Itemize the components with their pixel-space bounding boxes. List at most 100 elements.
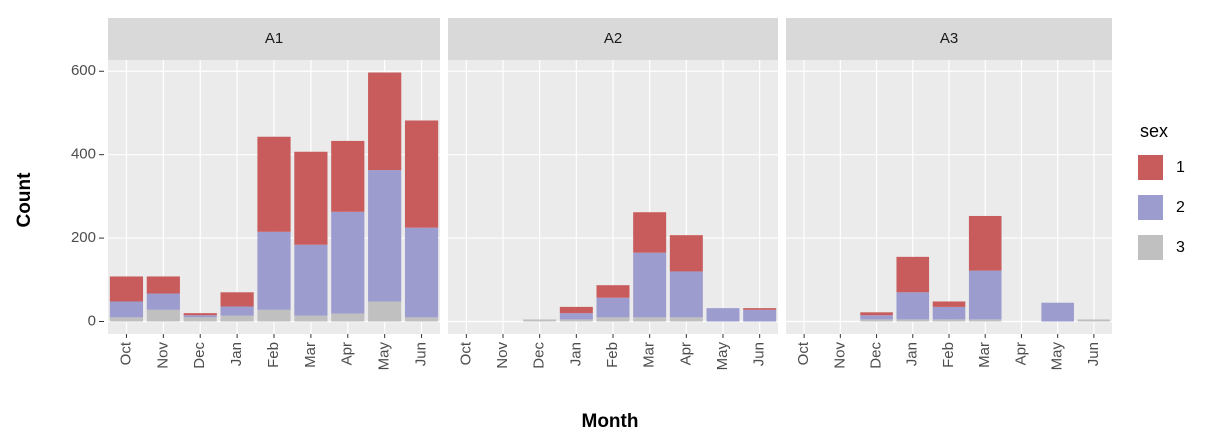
strip [108,18,440,60]
bar-segment [257,231,291,310]
x-tick-label: Feb [604,342,621,368]
x-tick-label: May [376,342,393,371]
x-tick-label: Nov [494,342,511,369]
legend-label: 1 [1176,159,1185,176]
x-tick-label: Dec [868,342,885,369]
x-tick-label: Apr [677,342,694,365]
y-tick-label: 0 [88,312,96,329]
bar-segment [257,309,291,322]
bar-segment [559,306,593,314]
x-tick-label: Jan [904,342,921,366]
bar-segment [633,212,667,253]
bar-segment [368,170,402,302]
bar-segment [109,301,144,318]
bar-segment [294,244,328,316]
bar-segment [559,319,593,322]
x-axis-label: Month [582,411,639,432]
bar-segment [633,252,667,318]
legend-key [1138,155,1163,180]
x-tick-label: Mar [641,342,658,368]
bar-segment [109,276,144,302]
bar-segment [596,317,630,322]
bar-segment [294,151,328,245]
bar-segment [368,72,402,171]
x-tick-label: Feb [265,342,282,368]
bar-segment [896,256,930,293]
bar-segment [932,306,966,320]
strip [786,18,1112,60]
bar-segment [1041,302,1074,322]
x-tick-label: Oct [457,341,474,365]
legend-key [1138,195,1163,220]
bar-segment [860,315,893,320]
bar-segment [220,306,254,316]
x-tick-label: Mar [976,342,993,368]
y-tick-label: 600 [71,62,96,79]
bar-segment [331,140,365,212]
bar-segment [860,319,893,322]
bar-segment [331,211,365,314]
bar-segment [523,319,557,322]
bar-segment [146,309,180,322]
legend-title: sex [1140,121,1168,141]
x-tick-label: Jun [1085,342,1102,366]
bar-segment [968,319,1002,322]
x-tick-label: Jun [413,342,430,366]
x-tick-label: Jan [567,342,584,366]
x-tick-label: Oct [795,341,812,365]
bar-segment [146,293,180,310]
x-tick-label: Feb [940,342,957,368]
bar-segment [932,301,966,307]
bar-segment [860,312,893,316]
x-tick-label: Jun [751,342,768,366]
bar-segment [1077,319,1111,322]
bar-segment [968,270,1002,320]
bar-segment [596,297,630,318]
bar-segment [743,309,777,322]
x-tick-label: Apr [1012,342,1029,365]
strip [448,18,778,60]
x-tick-label: Dec [531,342,548,369]
y-tick-label: 200 [71,229,96,246]
x-tick-label: Dec [191,342,208,369]
bar-segment [183,315,217,318]
bar-segment [896,292,930,320]
bar-segment [220,315,254,322]
bar-segment [404,317,439,322]
bar-segment [109,317,144,322]
legend-key [1138,235,1163,260]
x-tick-label: May [1049,342,1066,371]
bar-segment [669,235,703,272]
x-tick-label: May [714,342,731,371]
panel-title: A2 [604,30,622,47]
bar-segment [146,276,180,294]
panel-title: A1 [265,30,283,47]
x-tick-label: Mar [302,342,319,368]
bar-segment [559,313,593,320]
bar-segment [257,136,291,232]
bar-segment [932,319,966,322]
bar-segment [743,308,777,310]
bar-segment [669,317,703,322]
bar-segment [896,319,930,322]
legend-label: 2 [1176,199,1185,216]
x-tick-label: Apr [339,342,356,365]
y-axis-label: Count [14,172,35,228]
bar-segment [331,313,365,322]
legend-label: 3 [1176,239,1185,256]
bar-segment [596,285,630,298]
bar-segment [183,317,217,322]
bar-segment [220,292,254,307]
panel-title: A3 [940,30,958,47]
bar-segment [368,301,402,322]
y-tick-label: 400 [71,146,96,163]
bar-segment [404,120,439,228]
x-tick-label: Nov [831,342,848,369]
bar-segment [706,308,740,322]
bar-segment [968,215,1002,271]
x-tick-label: Jan [228,342,245,366]
bar-segment [404,227,439,318]
bar-segment [633,317,667,322]
bar-segment [294,315,328,322]
